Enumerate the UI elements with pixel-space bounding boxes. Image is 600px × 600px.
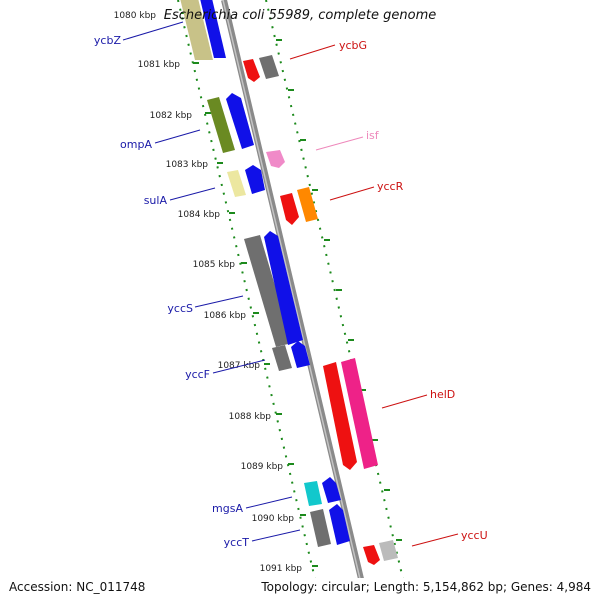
gene-label-sula: sulA [144, 194, 168, 207]
feature-ompa-blue [226, 93, 254, 149]
gene-label-yccu: yccU [461, 529, 488, 542]
right-leaders [289, 44, 459, 547]
feature-isf-pink [266, 150, 285, 168]
feature-yccf-gray [272, 345, 292, 371]
gene-label-yccr: yccR [377, 180, 404, 193]
gene-label-isf: isf [366, 129, 380, 142]
feature-ycbz-blue [200, 0, 226, 58]
gene-label-ompa: ompA [120, 138, 152, 151]
ruler-label: 1080 kbp [114, 11, 157, 21]
feature-mgsa-cyan [304, 481, 322, 506]
left-gene-labels: ycbZ ompA sulA yccS yccF mgsA yccT [94, 34, 249, 549]
accession-text: Accession: NC_011748 [9, 580, 146, 594]
left-leaders [122, 21, 301, 542]
feature-yccu-red [363, 545, 380, 565]
feature-held-red [323, 362, 357, 470]
gene-label-mgsa: mgsA [212, 502, 243, 515]
feature-yccf-blue [291, 341, 310, 368]
feature-yccr-red [280, 193, 299, 225]
ruler-label: 1085 kbp [193, 260, 236, 270]
ruler-label: 1081 kbp [138, 60, 181, 70]
feature-pale-yellow [227, 170, 246, 197]
outer-right-rail [265, 0, 409, 600]
gene-label-yccs: yccS [167, 302, 193, 315]
feature-ycbz-gray [180, 0, 213, 60]
feature-yccu-gray [379, 540, 398, 561]
genome-backbone [221, 0, 369, 600]
gene-label-ycct: yccT [224, 536, 250, 549]
topology-text: Topology: circular; Length: 5,154,862 bp… [261, 580, 591, 594]
genome-backbone-highlight [222, 0, 366, 600]
gene-label-held: helD [430, 388, 455, 401]
ruler-label: 1083 kbp [166, 160, 209, 170]
feature-held-magenta [341, 358, 378, 469]
ruler-label: 1082 kbp [150, 111, 193, 121]
ruler-label: 1091 kbp [260, 564, 303, 574]
ruler-label: 1088 kbp [229, 412, 272, 422]
left-features [180, 0, 350, 600]
feature-yccs-blue [264, 231, 303, 345]
feature-ycct-gray [310, 509, 331, 547]
gene-label-yccf: yccF [185, 368, 210, 381]
feature-olive [207, 97, 235, 153]
feature-ycct-blue [329, 504, 350, 545]
gene-label-ycbg: ycbG [339, 39, 367, 52]
feature-mgsa-blue [322, 477, 341, 503]
ruler-label: 1089 kbp [241, 462, 284, 472]
feature-sula-blue [245, 165, 265, 194]
gene-label-ycbz: ycbZ [94, 34, 122, 47]
ruler-label: 1090 kbp [252, 514, 295, 524]
ruler-labels: 1080 kbp 1081 kbp 1082 kbp 1083 kbp 1084… [114, 11, 303, 574]
footer-bar: Accession: NC_011748 Topology: circular;… [0, 578, 600, 600]
outer-left-rail [177, 0, 321, 600]
feature-ycbg-red [243, 59, 260, 82]
feature-yccr-orange [297, 187, 318, 222]
feature-ycbg-gray [259, 55, 279, 79]
feature-yccs-gray [244, 235, 292, 347]
right-features [243, 55, 398, 565]
right-gene-labels: ycbG isf yccR helD yccU [339, 39, 488, 542]
ruler-label: 1084 kbp [178, 210, 221, 220]
genome-title: Escherichia coli 55989, complete genome [163, 8, 437, 23]
ruler-label: 1086 kbp [204, 311, 247, 321]
